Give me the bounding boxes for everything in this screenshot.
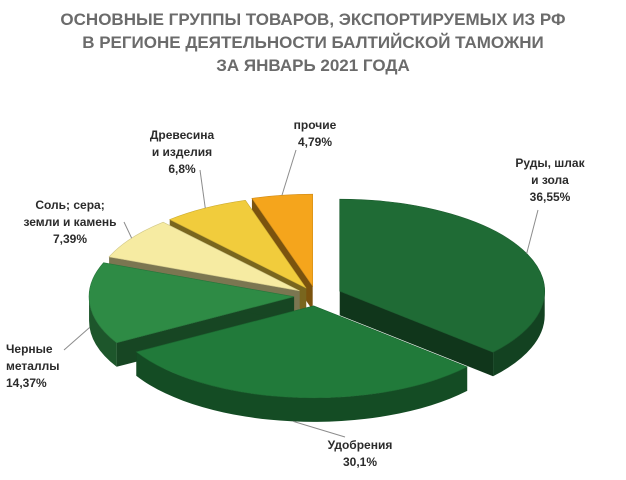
chart-title-line-1: ОСНОВНЫЕ ГРУППЫ ТОВАРОВ, ЭКСПОРТИРУЕМЫХ … bbox=[60, 10, 566, 29]
pie-slice-ferrous-metals bbox=[88, 262, 295, 344]
chart-title-line-3: ЗА ЯНВАРЬ 2021 ГОДА bbox=[216, 56, 410, 75]
slice-label-wood: Древесина и изделия 6,8% bbox=[142, 127, 222, 178]
slice-label-ores-name-1: Руды, шлак bbox=[515, 156, 585, 170]
slice-label-other: прочие 4,79% bbox=[285, 117, 345, 151]
leader-line-ores bbox=[526, 209, 539, 254]
leader-line-ferrous-metals bbox=[63, 327, 90, 351]
chart-title-line-2: В РЕГИОНЕ ДЕЯТЕЛЬНОСТИ БАЛТИЙСКОЙ ТАМОЖН… bbox=[82, 33, 544, 52]
slice-label-ores-value: 36,55% bbox=[529, 190, 571, 204]
slice-label-ferrous-metals-name-2: металлы bbox=[6, 359, 60, 373]
slice-label-salt-sulfur-value: 7,39% bbox=[52, 232, 88, 246]
leader-line-wood bbox=[199, 169, 206, 209]
slice-label-ores-name-2: и зола bbox=[531, 173, 569, 187]
slice-label-salt-sulfur-name-1: Соль; сера; bbox=[35, 198, 105, 212]
slice-label-ferrous-metals-name-1: Черные bbox=[6, 342, 53, 356]
pie-slice-fertilizers bbox=[135, 305, 468, 399]
chart-title: ОСНОВНЫЕ ГРУППЫ ТОВАРОВ, ЭКСПОРТИРУЕМЫХ … bbox=[0, 8, 626, 77]
slice-label-wood-value: 6,8% bbox=[168, 162, 196, 176]
slice-label-wood-name-2: и изделия bbox=[151, 145, 213, 159]
pie-slice-ores bbox=[339, 198, 545, 353]
slice-wall-ores-0 bbox=[493, 291, 545, 377]
slice-label-wood-name-1: Древесина bbox=[149, 128, 215, 142]
leader-line-salt-sulfur bbox=[123, 221, 133, 239]
slice-label-ferrous-metals: Черные металлы 14,37% bbox=[6, 341, 86, 392]
slice-label-fertilizers: Удобрения 30,1% bbox=[305, 437, 415, 471]
slice-label-other-name-1: прочие bbox=[293, 118, 337, 132]
slice-label-ores: Руды, шлак и зола 36,55% bbox=[495, 155, 605, 206]
slice-label-ferrous-metals-value: 14,37% bbox=[6, 376, 47, 390]
leader-line-fertilizers bbox=[293, 420, 346, 438]
slice-wall-fertilizers-0 bbox=[136, 351, 468, 422]
slice-label-fertilizers-name-1: Удобрения bbox=[327, 438, 393, 452]
slice-side-ores-end bbox=[339, 291, 494, 377]
leader-line-other bbox=[281, 149, 297, 196]
slice-label-fertilizers-value: 30,1% bbox=[342, 455, 378, 469]
slice-label-salt-sulfur: Соль; сера; земли и камень 7,39% bbox=[14, 197, 126, 248]
slice-label-salt-sulfur-name-2: земли и камень bbox=[23, 215, 117, 229]
slice-wall-ferrous-metals-0 bbox=[89, 296, 117, 367]
slice-label-other-value: 4,79% bbox=[297, 135, 333, 149]
